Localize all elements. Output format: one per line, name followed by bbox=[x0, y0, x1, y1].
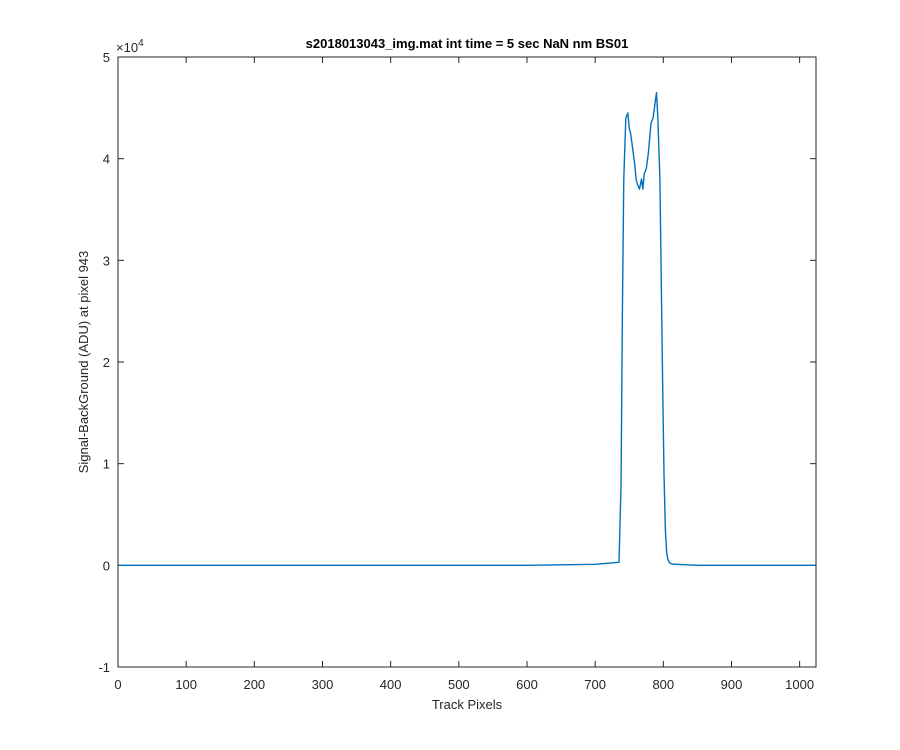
x-tick-label: 300 bbox=[312, 677, 334, 692]
chart-title: s2018013043_img.mat int time = 5 sec NaN… bbox=[306, 36, 629, 51]
x-tick-label: 400 bbox=[380, 677, 402, 692]
y-axis-exponent: ×104 bbox=[116, 38, 144, 55]
x-ticks: 0 100 200 300 400 500 600 700 800 900 1000 bbox=[114, 57, 814, 692]
x-tick-label: 500 bbox=[448, 677, 470, 692]
y-tick-label: 2 bbox=[103, 355, 110, 370]
x-tick-label: 800 bbox=[652, 677, 674, 692]
x-axis-label: Track Pixels bbox=[432, 697, 503, 712]
series-line bbox=[118, 91, 816, 567]
x-tick-label: 100 bbox=[175, 677, 197, 692]
y-tick-label: 3 bbox=[103, 253, 110, 268]
y-axis-label: Signal-BackGround (ADU) at pixel 943 bbox=[76, 251, 91, 474]
x-tick-label: 600 bbox=[516, 677, 538, 692]
y-exponent-power: 4 bbox=[138, 38, 144, 49]
x-tick-label: 900 bbox=[721, 677, 743, 692]
x-tick-label: 200 bbox=[243, 677, 265, 692]
y-tick-label: 4 bbox=[103, 152, 110, 167]
x-tick-label: 0 bbox=[114, 677, 121, 692]
plot-area bbox=[118, 57, 816, 667]
y-tick-label: 1 bbox=[103, 457, 110, 472]
x-tick-label: 1000 bbox=[785, 677, 814, 692]
y-tick-label: -1 bbox=[98, 660, 110, 675]
y-exponent-base: ×10 bbox=[116, 40, 138, 55]
x-tick-label: 700 bbox=[584, 677, 606, 692]
y-tick-label: 5 bbox=[103, 50, 110, 65]
y-tick-label: 0 bbox=[103, 558, 110, 573]
plot-frame bbox=[117, 56, 817, 668]
